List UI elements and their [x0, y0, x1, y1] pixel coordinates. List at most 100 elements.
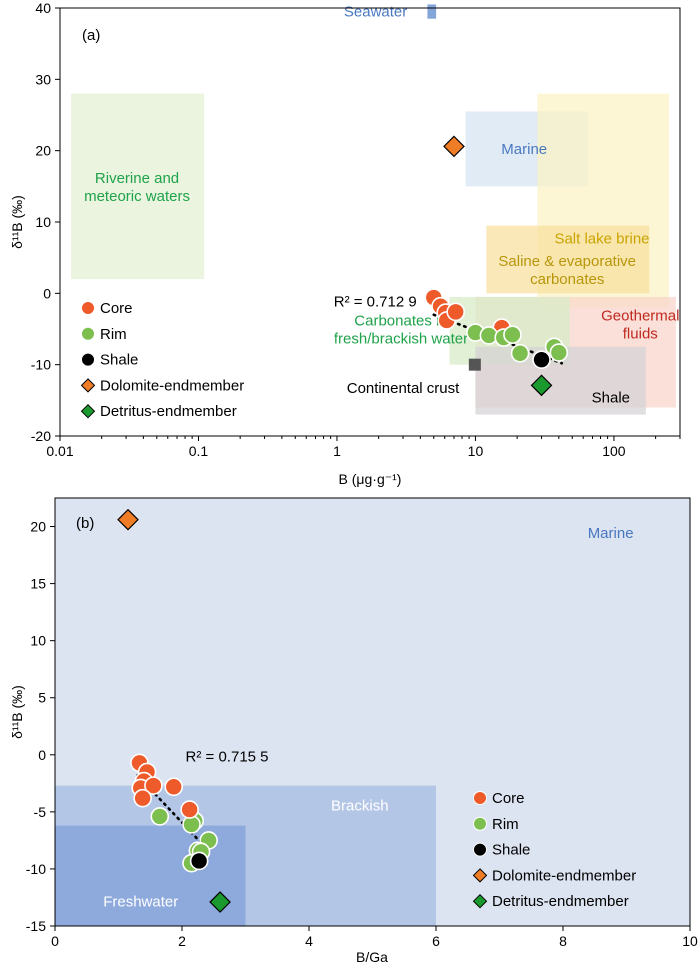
legend-label-rim: Rim	[492, 816, 519, 833]
legend: Core Rim Shale Dolomite-endmember Detritus-e…	[80, 300, 244, 420]
series-shale	[189, 851, 209, 871]
series-rim	[466, 323, 569, 363]
x-tick-label: 0	[51, 933, 59, 949]
panel-label: (a)	[82, 27, 100, 44]
y-axis: -15 -10 -5 0 5 10 15 20	[26, 519, 55, 934]
y-axis-label: δ¹¹B (‰)	[9, 685, 25, 739]
panel-a-chart: Riverine and meteoric waters Seawater Marin…	[9, 0, 681, 487]
region-label-line: fluids	[623, 325, 658, 342]
panel-label: (b)	[76, 515, 94, 532]
y-tick-label: 10	[35, 214, 51, 230]
x-tick-label: 4	[305, 933, 313, 949]
x-tick-label: 0.1	[189, 443, 209, 459]
legend-label-shale: Shale	[492, 842, 530, 859]
point-rim	[150, 807, 170, 826]
legend-label-core: Core	[492, 790, 525, 807]
panel-b-chart: Marine Brackish Freshwater 0 2 4 6 8 10 -15 -10 -5 0…	[9, 497, 698, 965]
y-tick-label: 10	[30, 633, 46, 649]
series-dolomite-endmember	[443, 135, 465, 158]
point-dolomite-endmember	[117, 508, 139, 531]
point-detritus-endmember	[209, 891, 231, 913]
x-tick-label: 10	[468, 443, 484, 459]
region-label-line: Freshwater	[103, 894, 178, 911]
series-dolomite-endmember	[117, 508, 139, 531]
region-label-line: Continental crust	[347, 380, 460, 397]
y-tick-label: -10	[31, 357, 51, 373]
legend-marker-rim	[473, 816, 487, 831]
point-detritus-endmember	[530, 374, 553, 397]
series-detritus-endmember	[530, 374, 553, 397]
point-rim	[549, 343, 569, 362]
legend-label-core: Core	[100, 300, 133, 317]
point-core	[180, 800, 199, 819]
x-tick-label: 8	[559, 933, 567, 949]
region-label-salt-lake-brine: Salt lake brine	[554, 230, 649, 247]
region-seawater	[427, 4, 437, 19]
region-label-line: Brackish	[331, 798, 389, 815]
legend-label-shale: Shale	[100, 352, 138, 369]
y-tick-label: -20	[31, 428, 51, 444]
y-tick-label: -5	[34, 804, 47, 820]
legend-marker-core	[473, 791, 487, 805]
trendline-r2-label: R² = 0.715 5	[186, 748, 269, 765]
region-label-freshwater: Freshwater	[103, 894, 178, 911]
series-core	[130, 753, 199, 819]
legend-marker-detritus-endmember	[80, 403, 96, 419]
point-shale	[189, 851, 209, 871]
x-tick-label: 0.01	[46, 443, 73, 459]
x-tick-label: 100	[602, 443, 626, 459]
legend-marker-shale	[473, 842, 487, 857]
region-label-line: Marine	[501, 141, 547, 158]
point-core	[164, 777, 184, 797]
x-tick-label: 6	[432, 933, 440, 949]
region-label-line: Seawater	[344, 4, 407, 21]
trendline-r2-label: R² = 0.712 9	[334, 294, 417, 311]
point-rim	[510, 343, 530, 363]
region-label-shale: Shale	[592, 389, 630, 406]
legend-marker-dolomite-endmember	[80, 378, 96, 393]
region-label-seawater: Seawater	[344, 4, 407, 21]
y-tick-label: 30	[35, 71, 51, 87]
point-dolomite-endmember	[443, 135, 465, 158]
region-label-brackish: Brackish	[331, 798, 389, 815]
region-label-line: Saline & evaporative	[498, 253, 636, 270]
region-label-line: meteoric waters	[84, 188, 190, 205]
region-continental-crust-marker	[468, 358, 481, 371]
x-tick-label: 1	[333, 443, 341, 459]
y-tick-label: -15	[26, 918, 46, 934]
point-shale	[532, 350, 551, 369]
legend-marker-detritus-endmember	[472, 893, 488, 909]
region-label-line: carbonates	[530, 271, 604, 288]
y-tick-label: 0	[38, 747, 46, 763]
region-label-continental-crust: Continental crust	[347, 380, 460, 397]
x-axis: 0 2 4 6 8 10	[51, 926, 698, 949]
region-group	[70, 4, 676, 415]
y-tick-label: 0	[43, 285, 51, 301]
region-group	[55, 498, 690, 926]
plot-frame	[54, 497, 691, 927]
legend: Core Rim Shale Dolomite-endmember Detritus-e…	[472, 790, 636, 910]
region-label-line: Salt lake brine	[554, 230, 649, 247]
region-riverine-and-meteoric-waters	[70, 93, 205, 280]
region-label-line: Geothermal	[601, 307, 679, 324]
legend-marker-rim	[81, 326, 95, 341]
y-tick-label: -10	[26, 861, 46, 877]
point-rim	[503, 325, 522, 345]
region-label-line: fresh/brackish water	[334, 330, 468, 347]
legend-label-detritus-endmember: Detritus-endmember	[100, 403, 237, 420]
legend-label-dolomite-endmember: Dolomite-endmember	[100, 377, 244, 394]
region-label-riverine-and-meteoric-waters: Riverine and meteoric waters	[84, 170, 190, 205]
region-label-marine: Marine	[588, 525, 634, 542]
legend-label-detritus-endmember: Detritus-endmember	[492, 893, 629, 910]
region-label-line: Marine	[588, 525, 634, 542]
y-tick-label: 5	[38, 690, 46, 706]
region-label-line: Carbonates in	[354, 312, 447, 329]
region-label-geothermal-fluids: Geothermal fluids	[601, 307, 679, 342]
region-saline-evaporative-carbonates	[486, 225, 650, 294]
series-detritus-endmember	[209, 891, 231, 913]
legend-marker-core	[81, 301, 95, 315]
region-label-saline-evaporative-carbonates: Saline & evaporative carbonates	[498, 253, 636, 288]
region-label-marine: Marine	[501, 141, 547, 158]
legend-marker-shale	[81, 352, 95, 367]
